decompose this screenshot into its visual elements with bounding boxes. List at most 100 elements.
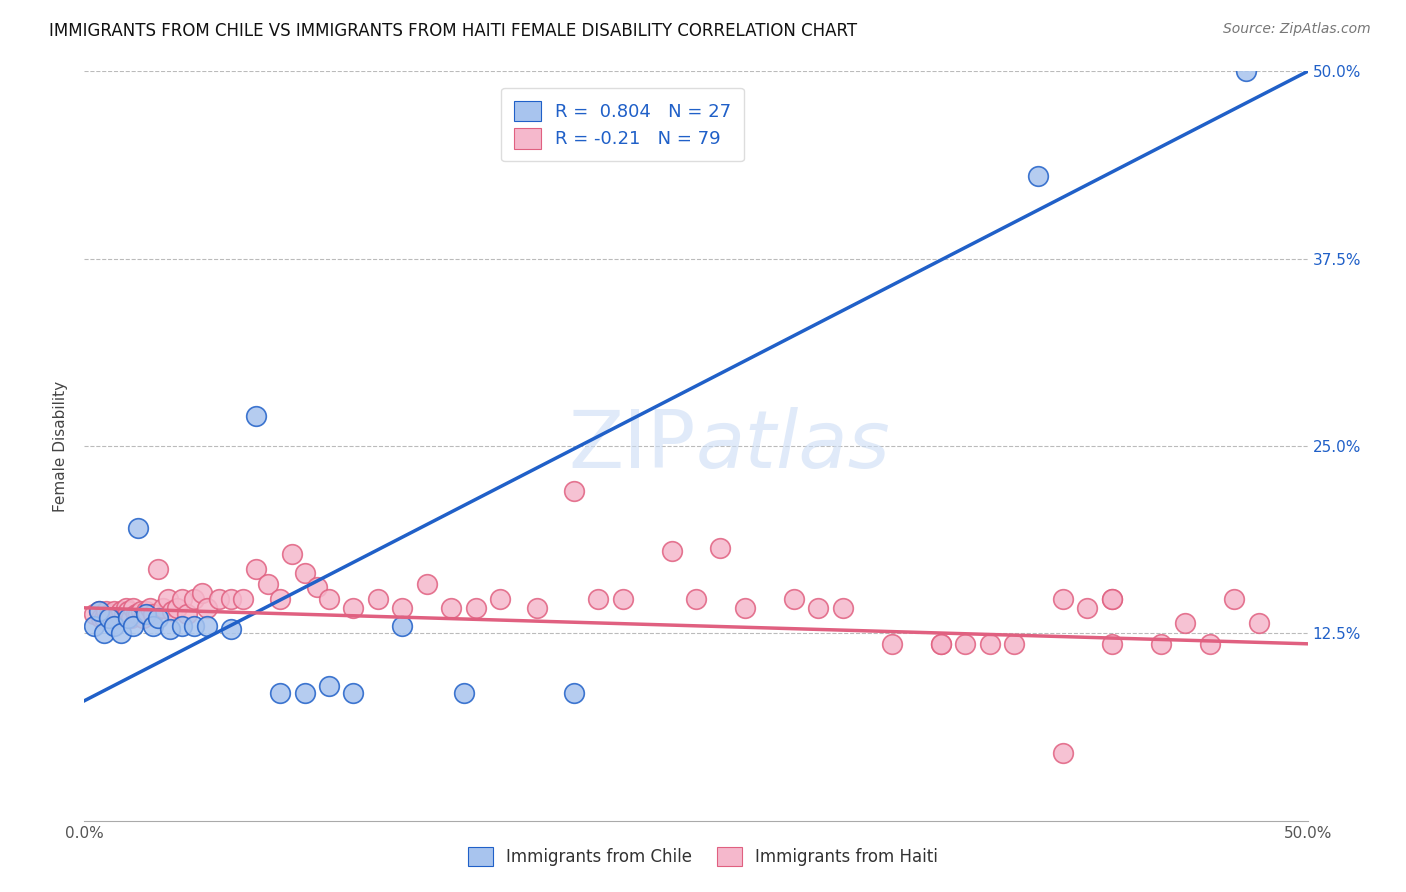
Point xyxy=(105,611,128,625)
Point xyxy=(453,686,475,700)
Point xyxy=(122,619,145,633)
Point xyxy=(305,580,328,594)
Point xyxy=(661,544,683,558)
Point xyxy=(281,547,304,561)
Point xyxy=(342,600,364,615)
Point xyxy=(1052,591,1074,606)
Point xyxy=(269,686,291,700)
Point xyxy=(135,607,157,621)
Point xyxy=(125,607,148,621)
Text: IMMIGRANTS FROM CHILE VS IMMIGRANTS FROM HAITI FEMALE DISABILITY CORRELATION CHA: IMMIGRANTS FROM CHILE VS IMMIGRANTS FROM… xyxy=(49,22,858,40)
Point xyxy=(136,607,159,621)
Point xyxy=(183,591,205,606)
Point xyxy=(1101,591,1123,606)
Point xyxy=(562,686,585,700)
Point xyxy=(257,577,280,591)
Point xyxy=(117,611,139,625)
Point xyxy=(1052,746,1074,760)
Point xyxy=(100,611,122,625)
Point xyxy=(1223,591,1246,606)
Point xyxy=(269,591,291,606)
Point xyxy=(93,611,115,625)
Point xyxy=(416,577,439,591)
Point xyxy=(97,607,120,621)
Point xyxy=(93,626,115,640)
Point xyxy=(90,611,112,625)
Y-axis label: Female Disability: Female Disability xyxy=(53,380,69,512)
Point xyxy=(83,619,105,633)
Point xyxy=(112,607,135,621)
Point xyxy=(208,591,231,606)
Point xyxy=(489,591,512,606)
Point xyxy=(245,409,267,423)
Point xyxy=(162,604,184,618)
Point xyxy=(135,604,157,618)
Point xyxy=(117,604,139,618)
Text: atlas: atlas xyxy=(696,407,891,485)
Point xyxy=(734,600,756,615)
Point xyxy=(1198,637,1220,651)
Point xyxy=(1236,64,1258,78)
Point xyxy=(586,591,609,606)
Point xyxy=(142,607,165,621)
Point xyxy=(1028,169,1050,184)
Point xyxy=(87,604,110,618)
Point xyxy=(96,604,118,618)
Point xyxy=(953,637,976,651)
Point xyxy=(391,600,413,615)
Point xyxy=(127,521,149,535)
Point xyxy=(87,604,110,618)
Point xyxy=(1101,637,1123,651)
Point xyxy=(367,591,389,606)
Legend: R =  0.804   N = 27, R = -0.21   N = 79: R = 0.804 N = 27, R = -0.21 N = 79 xyxy=(501,88,744,161)
Point xyxy=(176,607,198,621)
Point xyxy=(219,622,242,636)
Point xyxy=(685,591,707,606)
Point xyxy=(831,600,853,615)
Point xyxy=(110,604,132,618)
Point xyxy=(195,600,218,615)
Point xyxy=(120,611,142,625)
Point xyxy=(1002,637,1025,651)
Point xyxy=(159,622,181,636)
Point xyxy=(83,607,105,621)
Point xyxy=(562,483,585,498)
Point xyxy=(318,679,340,693)
Point xyxy=(97,611,120,625)
Point xyxy=(103,604,125,618)
Point xyxy=(880,637,903,651)
Text: Source: ZipAtlas.com: Source: ZipAtlas.com xyxy=(1223,22,1371,37)
Point xyxy=(807,600,830,615)
Legend: Immigrants from Chile, Immigrants from Haiti: Immigrants from Chile, Immigrants from H… xyxy=(460,838,946,875)
Point xyxy=(929,637,952,651)
Point xyxy=(183,619,205,633)
Point xyxy=(110,626,132,640)
Text: ZIP: ZIP xyxy=(568,407,696,485)
Point xyxy=(1247,615,1270,630)
Point xyxy=(195,619,218,633)
Point xyxy=(1101,591,1123,606)
Point xyxy=(342,686,364,700)
Point xyxy=(219,591,242,606)
Point xyxy=(103,619,125,633)
Point xyxy=(139,600,162,615)
Point xyxy=(464,600,486,615)
Point xyxy=(152,600,174,615)
Point xyxy=(172,591,194,606)
Point xyxy=(122,600,145,615)
Point xyxy=(142,619,165,633)
Point xyxy=(391,619,413,633)
Point xyxy=(107,607,129,621)
Point xyxy=(129,604,152,618)
Point xyxy=(1076,600,1098,615)
Point xyxy=(294,566,316,581)
Point xyxy=(132,611,155,625)
Point xyxy=(191,586,214,600)
Point xyxy=(783,591,806,606)
Point xyxy=(979,637,1001,651)
Point xyxy=(127,607,149,621)
Point xyxy=(440,600,463,615)
Point xyxy=(232,591,254,606)
Point xyxy=(172,619,194,633)
Point xyxy=(612,591,634,606)
